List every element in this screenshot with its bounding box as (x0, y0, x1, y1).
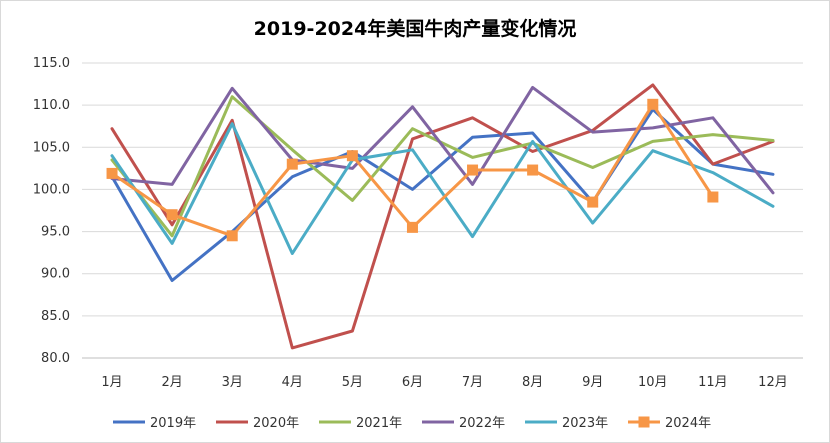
legend-label: 2022年 (459, 416, 505, 431)
series-lines (106, 83, 775, 350)
x-tick-label: 1月 (101, 375, 122, 390)
x-tick-label: 9月 (582, 375, 603, 390)
x-tick-label: 5月 (342, 375, 363, 390)
data-point (647, 98, 659, 110)
series-line (110, 122, 775, 255)
y-tick-label: 100.0 (33, 182, 70, 197)
y-tick-label: 85.0 (41, 309, 70, 324)
y-tick-label: 80.0 (41, 351, 70, 366)
series-2024年 (106, 98, 719, 242)
legend-item: 2023年 (525, 416, 608, 431)
y-tick-label: 90.0 (41, 267, 70, 282)
legend: 2019年 2020年 2021年 2022年 2023年 2024年 (113, 416, 711, 431)
legend-item: 2021年 (319, 416, 402, 431)
y-tick-label: 105.0 (33, 140, 70, 155)
gridlines (82, 62, 803, 359)
data-point (707, 191, 719, 203)
data-point (226, 230, 238, 242)
data-point (166, 209, 178, 221)
series-2021年 (110, 95, 775, 238)
series-line (110, 83, 775, 350)
series-2020年 (110, 83, 775, 350)
data-point (286, 158, 298, 170)
series-2023年 (110, 122, 775, 255)
x-tick-label: 11月 (698, 375, 728, 390)
data-point (406, 221, 418, 233)
legend-item: 2022年 (422, 416, 505, 431)
x-tick-label: 4月 (282, 375, 303, 390)
data-point (467, 164, 479, 176)
x-tick-label: 2月 (161, 375, 182, 390)
x-tick-label: 10月 (638, 375, 668, 390)
legend-item: 2019年 (113, 416, 196, 431)
y-tick-label: 95.0 (41, 225, 70, 240)
chart-title: 2019-2024年美国牛肉产量变化情况 (253, 18, 577, 40)
data-point (346, 150, 358, 162)
legend-label: 2023年 (562, 416, 608, 431)
data-point (587, 196, 599, 208)
legend-item: 2024年 (628, 416, 711, 431)
legend-label: 2020年 (253, 416, 299, 431)
legend-label: 2024年 (665, 416, 711, 431)
y-tick-label: 110.0 (33, 98, 70, 113)
series-line (110, 95, 775, 238)
series-line (110, 85, 775, 195)
data-point (106, 167, 118, 179)
x-tick-label: 3月 (222, 375, 243, 390)
data-point (527, 164, 539, 176)
x-tick-label: 12月 (758, 375, 788, 390)
x-tick-label: 8月 (522, 375, 543, 390)
legend-marker (638, 416, 650, 428)
x-tick-label: 7月 (462, 375, 483, 390)
axes: 80.0 85.0 90.0 95.0 100.0 105.0 110.0 115.0 1月 2月… (33, 56, 803, 390)
legend-label: 2019年 (150, 416, 196, 431)
legend-item: 2020年 (216, 416, 299, 431)
legend-label: 2021年 (356, 416, 402, 431)
x-tick-label: 6月 (402, 375, 423, 390)
series-2022年 (110, 85, 775, 195)
y-tick-label: 115.0 (33, 56, 70, 71)
